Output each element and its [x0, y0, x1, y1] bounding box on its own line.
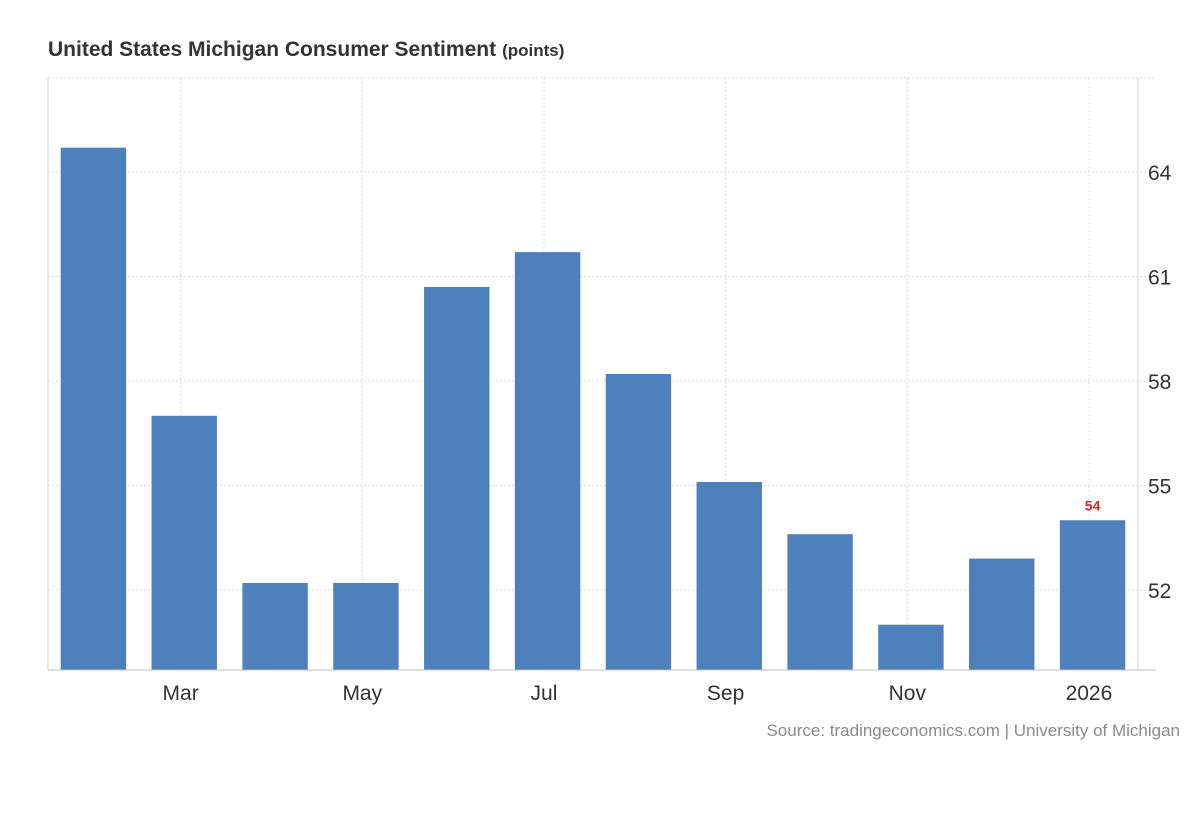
- x-tick-label: 2026: [1066, 682, 1113, 705]
- x-tick-label: Jul: [531, 682, 558, 705]
- bar: [1059, 520, 1126, 670]
- chart-title-text: United States Michigan Consumer Sentimen…: [48, 38, 497, 61]
- y-tick-label: 58: [1148, 371, 1171, 394]
- y-tick-label: 52: [1148, 580, 1171, 603]
- chart-source: Source: tradingeconomics.com | Universit…: [766, 721, 1180, 740]
- x-tick-label: Mar: [163, 682, 199, 705]
- x-tick-label: May: [342, 682, 382, 705]
- y-tick-label: 64: [1148, 162, 1172, 185]
- bar: [151, 415, 217, 670]
- bar: [514, 252, 581, 670]
- bar: [969, 558, 1035, 670]
- bar: [242, 582, 308, 670]
- bar: [696, 481, 762, 670]
- y-tick-label: 61: [1148, 266, 1171, 289]
- labels: 52 55 58 61 64 Mar May Jul Sep Nov 2026 54: [163, 162, 1172, 705]
- bar: [605, 374, 672, 670]
- bar: [424, 286, 490, 670]
- bar: [60, 147, 127, 670]
- bar: [787, 534, 853, 670]
- bar: [878, 624, 944, 670]
- last-value-label: 54: [1085, 497, 1101, 513]
- chart-title: United States Michigan Consumer Sentimen…: [48, 38, 564, 62]
- x-tick-label: Sep: [707, 682, 744, 705]
- bar: [333, 582, 399, 670]
- chart-unit: (points): [502, 41, 565, 60]
- bars: [60, 147, 1126, 670]
- axes: [47, 78, 1156, 671]
- y-tick-label: 55: [1148, 475, 1171, 498]
- x-tick-label: Nov: [889, 682, 927, 705]
